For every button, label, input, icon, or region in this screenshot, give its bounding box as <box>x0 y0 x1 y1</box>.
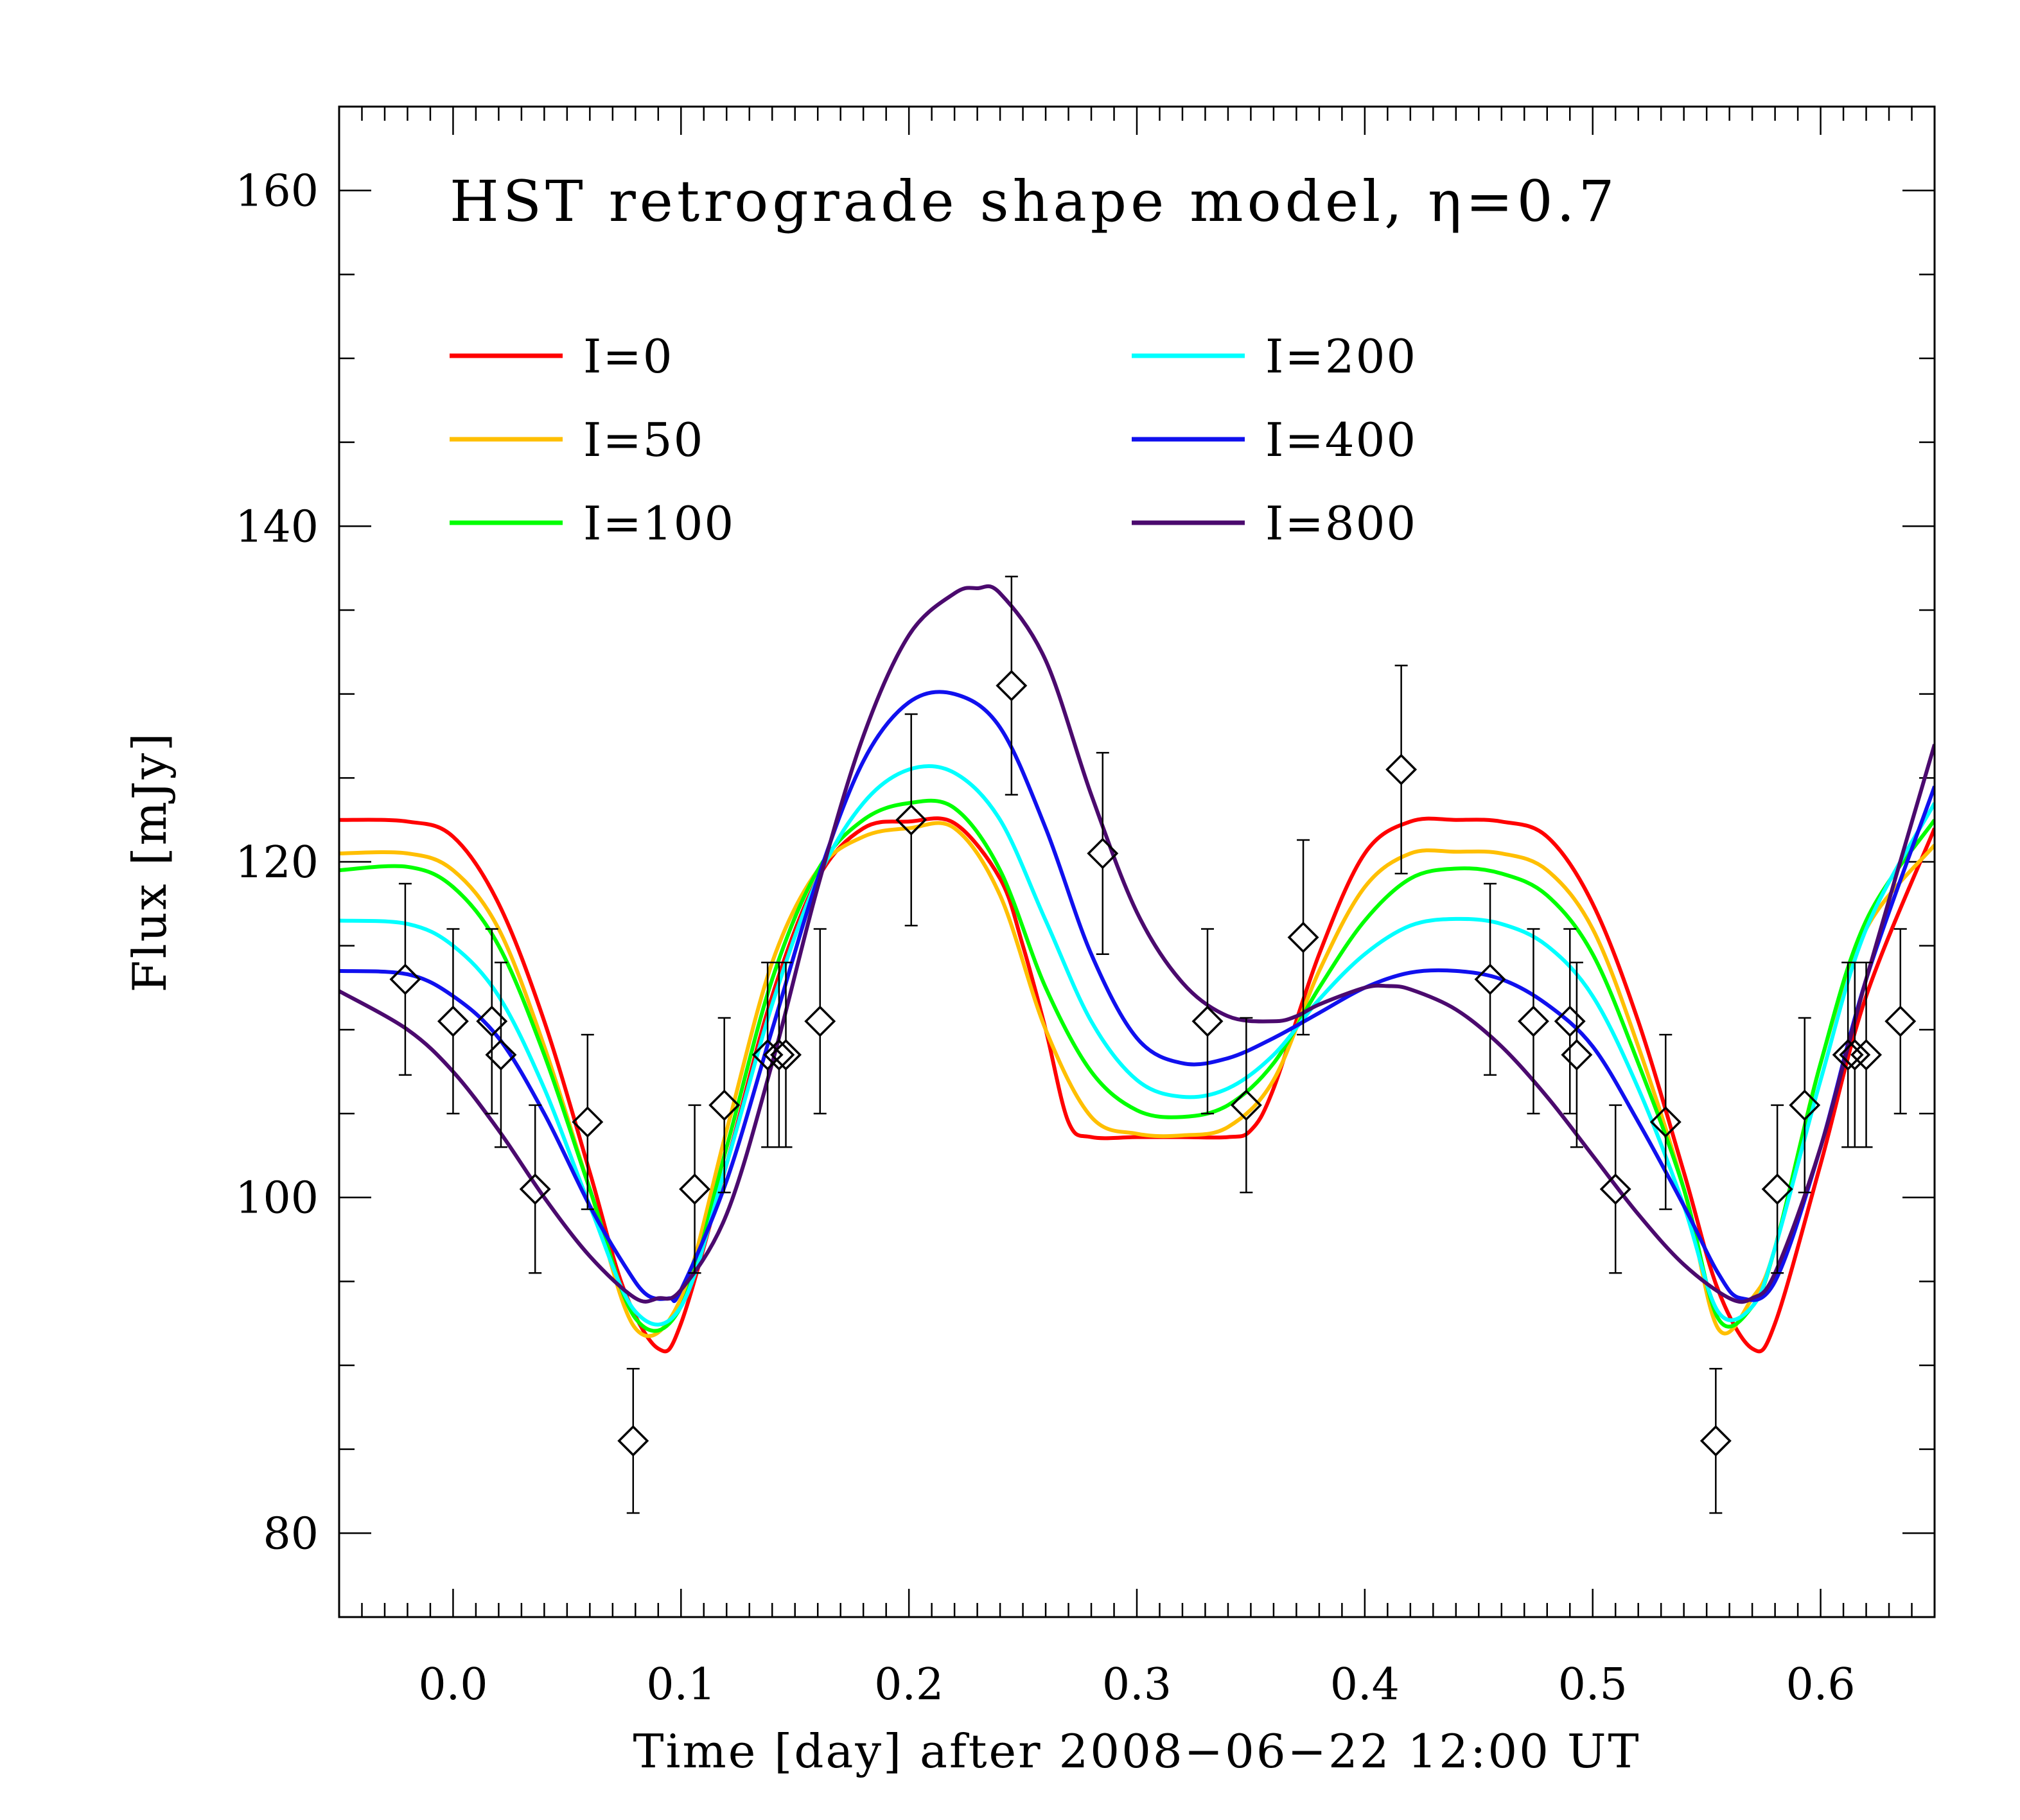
y-tick-label: 80 <box>263 1509 319 1559</box>
data-point <box>1649 1033 1682 1211</box>
data-point <box>519 1104 551 1274</box>
legend-item: I=100 <box>450 496 735 550</box>
legend-item: I=200 <box>1132 329 1417 383</box>
data-point <box>1599 1104 1631 1274</box>
data-point <box>1191 928 1224 1115</box>
x-tick-label: 0.3 <box>1102 1659 1172 1710</box>
data-point <box>437 928 469 1115</box>
x-tick-label: 0.0 <box>418 1659 487 1710</box>
x-tick-label: 0.2 <box>874 1659 944 1710</box>
data-point <box>1884 928 1917 1115</box>
data-point <box>1761 1104 1793 1274</box>
series-line-I-800 <box>339 584 1935 1304</box>
data-point <box>1287 839 1319 1036</box>
observation-points <box>389 575 1917 1514</box>
legend-label: I=400 <box>1265 413 1417 467</box>
data-point <box>708 1017 741 1194</box>
data-point <box>1230 1017 1262 1194</box>
series-line-I-100 <box>339 798 1935 1333</box>
data-point <box>485 961 517 1148</box>
data-point <box>572 1033 604 1211</box>
legend-label: I=800 <box>1265 496 1417 550</box>
legend-item: I=0 <box>450 329 674 383</box>
x-tick-label: 0.5 <box>1558 1659 1628 1710</box>
y-tick-labels: 80 100 120 140 160 <box>235 166 319 1560</box>
series-line-I-0 <box>339 816 1935 1354</box>
x-tick-label: 0.4 <box>1330 1659 1400 1710</box>
legend-item: I=50 <box>450 413 704 467</box>
x-tick-labels: 0.0 0.1 0.2 0.3 0.4 0.5 0.6 <box>418 1659 1855 1710</box>
data-point <box>996 575 1028 796</box>
data-point <box>1561 961 1593 1148</box>
data-point <box>1517 928 1549 1115</box>
series-line-I-400 <box>339 690 1935 1303</box>
legend-item: I=800 <box>1132 496 1417 550</box>
data-point <box>1474 882 1506 1076</box>
legend-label: I=50 <box>583 413 704 467</box>
data-point <box>1839 961 1871 1148</box>
data-point <box>1087 751 1119 955</box>
y-axis-title: Flux [mJy] <box>123 731 177 993</box>
legend-label: I=100 <box>583 496 735 550</box>
y-tick-label: 100 <box>235 1173 319 1224</box>
x-axis-title: Time [day] after 2008−06−22 12:00 UT <box>633 1724 1640 1778</box>
data-point <box>617 1367 649 1514</box>
data-point <box>1385 664 1418 875</box>
data-point <box>1850 961 1883 1148</box>
data-point <box>389 882 421 1076</box>
axis-ticks <box>338 105 1936 1618</box>
y-tick-label: 140 <box>235 502 319 552</box>
legend-item: I=400 <box>1132 413 1417 467</box>
x-tick-label: 0.6 <box>1786 1659 1855 1710</box>
legend: I=0 I=50 I=100 I=200 I=400 I=800 <box>450 329 1417 550</box>
data-point <box>770 961 802 1148</box>
data-point <box>804 928 836 1115</box>
legend-label: I=0 <box>583 329 674 383</box>
data-point <box>895 713 927 927</box>
y-tick-label: 120 <box>235 837 319 888</box>
model-curves <box>339 584 1935 1354</box>
legend-label: I=200 <box>1265 329 1417 383</box>
chart-title: HST retrograde shape model, η=0.7 <box>450 168 1619 234</box>
series-line-I-50 <box>339 821 1935 1338</box>
data-point <box>763 961 795 1148</box>
data-point <box>1699 1367 1732 1514</box>
y-tick-label: 160 <box>235 166 319 217</box>
series-line-I-200 <box>339 764 1935 1327</box>
x-tick-label: 0.1 <box>646 1659 716 1710</box>
data-point <box>1789 1017 1821 1194</box>
plot-frame <box>338 105 1936 1618</box>
data-point <box>679 1104 711 1274</box>
